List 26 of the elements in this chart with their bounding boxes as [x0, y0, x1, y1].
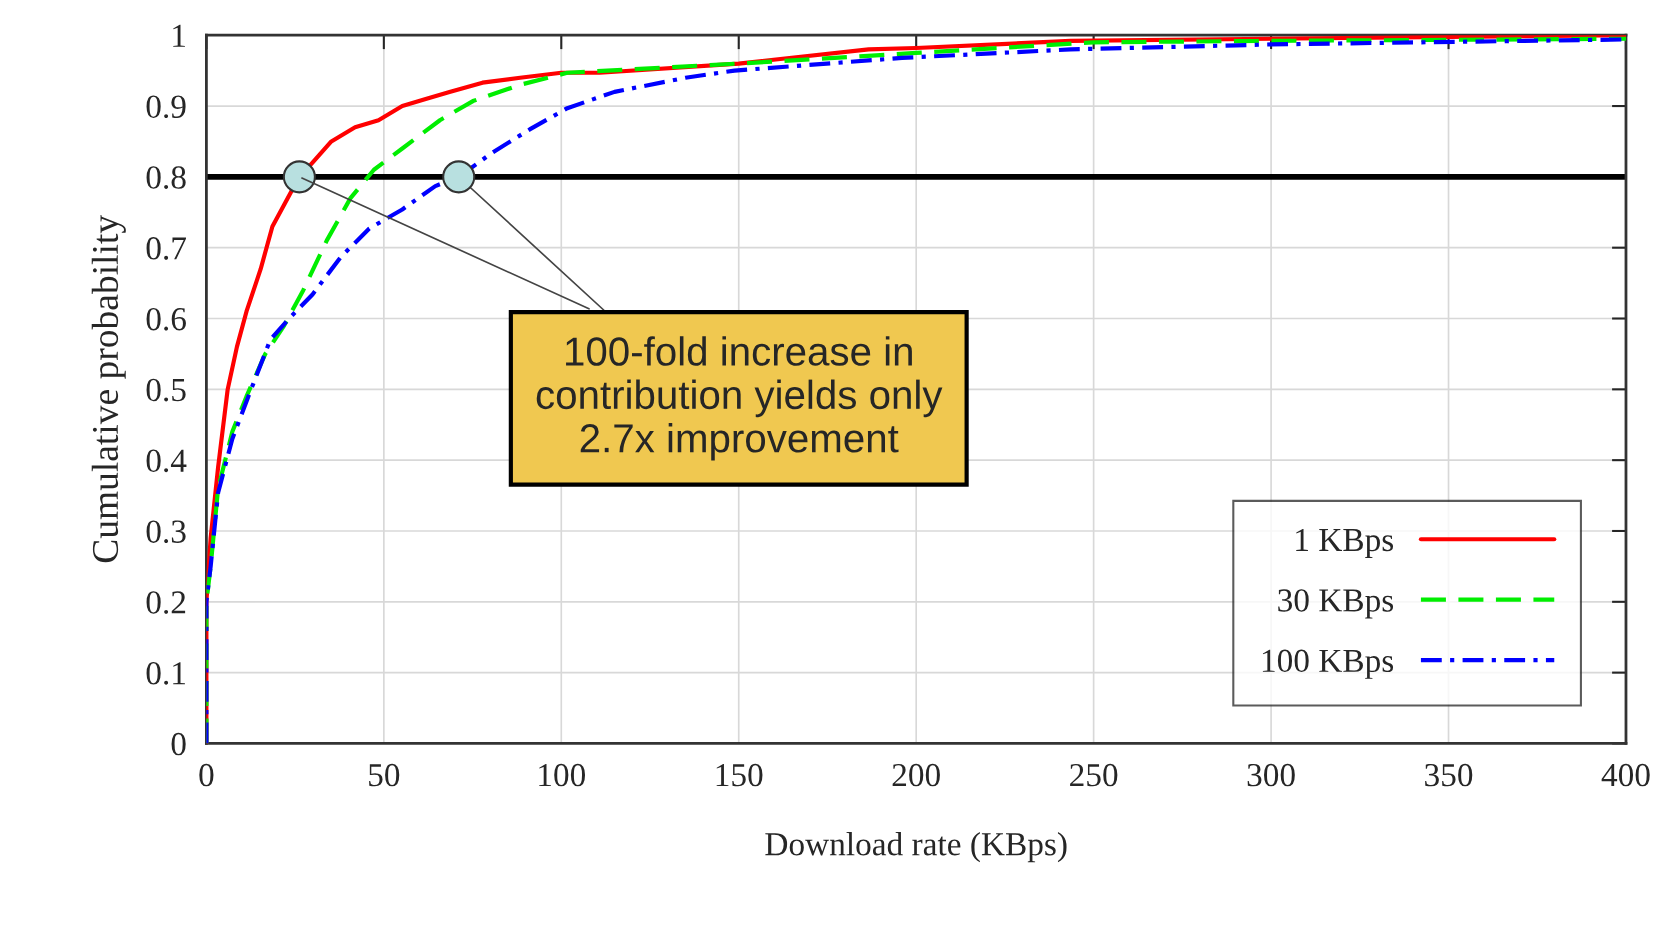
x-tick-label: 350 — [1425, 763, 1473, 787]
y-tick-label: 0.4 — [146, 449, 187, 473]
x-tick-label: 0 — [199, 763, 214, 787]
y-tick-label: 0.1 — [146, 662, 185, 685]
legend-label: 30 KBps — [1278, 589, 1394, 619]
y-tick-label: 0.5 — [146, 378, 186, 402]
annotation: 100-fold increase in contribution yields only 2.7x improvement — [536, 336, 943, 461]
y-tick-label: 0.9 — [146, 95, 186, 119]
x-tick-label: 400 — [1601, 763, 1650, 787]
x-axis-title: Download rate (KBps) — [765, 832, 1067, 863]
y-tick-label: 1 — [173, 24, 185, 47]
x-tick-label: 300 — [1247, 763, 1295, 787]
legend-label: 1 KBps — [1296, 528, 1394, 559]
y-axis-title: Cumulative probability — [91, 215, 126, 563]
y-tick-label: 0.8 — [146, 166, 186, 189]
x-tick-label: 250 — [1070, 763, 1118, 787]
y-tick-label: 0 — [171, 732, 186, 756]
x-tick-label: 100 — [539, 763, 586, 787]
x-tick-label: 50 — [369, 763, 400, 787]
y-tick-label: 0.6 — [146, 307, 186, 331]
y-tick-label: 0.7 — [146, 237, 186, 260]
y-tick-label: 0.3 — [146, 520, 186, 544]
legend-label: 100 KBps — [1262, 649, 1394, 679]
y-tick-label: 0.2 — [146, 591, 186, 614]
x-tick-label: 150 — [716, 763, 763, 787]
x-tick-label: 200 — [892, 763, 940, 787]
